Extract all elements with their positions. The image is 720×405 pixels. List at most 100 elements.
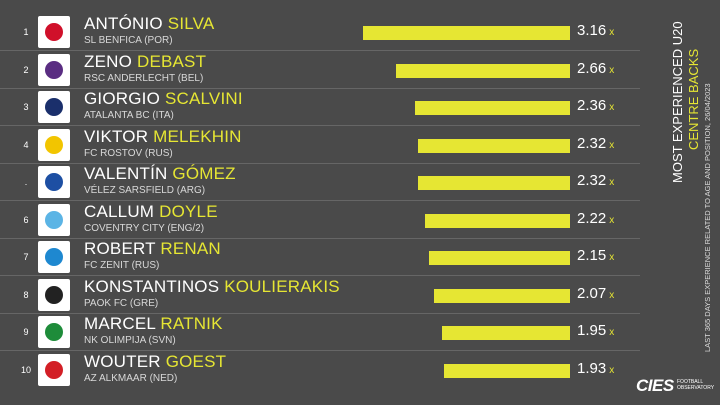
rank-number: 4	[23, 139, 29, 150]
cies-logo: CIES	[636, 376, 674, 395]
club-name: ATALANTA BC (ITA)	[84, 110, 174, 121]
row-divider	[0, 275, 640, 276]
value-bar	[442, 326, 570, 340]
club-logo-icon	[38, 128, 70, 161]
value-number: 1.95	[577, 322, 607, 339]
rank-number: 2	[23, 64, 29, 75]
club-crest-icon	[45, 323, 63, 341]
value-label: 2.22 x	[577, 210, 614, 227]
value-label: 2.32 x	[577, 172, 614, 189]
value-number: 2.15	[577, 247, 607, 264]
rank-number: 3	[23, 102, 29, 112]
player-last-name: RATNIK	[160, 314, 223, 333]
club-logo-icon	[38, 278, 70, 311]
value-unit: x	[609, 289, 615, 301]
club-name: RSC ANDERLECHT (BEL)	[84, 72, 204, 84]
value-unit: x	[609, 252, 615, 263]
player-name: GIORGIO SCALVINI	[84, 89, 243, 109]
rank-number: 6	[23, 214, 29, 225]
club-logo-icon	[38, 53, 70, 86]
club-logo-icon	[38, 241, 70, 273]
row-divider	[0, 50, 640, 51]
player-first-name: ZENO	[84, 51, 133, 71]
chart-title: MOST EXPERIENCED U20	[670, 21, 685, 183]
club-logo-icon	[38, 316, 70, 348]
club-logo-icon	[38, 203, 70, 236]
value-number: 1.93	[577, 359, 607, 377]
player-name: VALENTÍN GÓMEZ	[84, 164, 236, 184]
value-number: 2.36	[577, 97, 607, 114]
player-row: 8 KONSTANTINOS KOULIERAKIS PAOK FC (GRE) 2.…	[0, 277, 660, 312]
player-first-name: VALENTÍN	[84, 164, 168, 183]
value-bar	[429, 251, 570, 265]
value-label: 1.95 x	[577, 322, 614, 339]
player-first-name: VIKTOR	[84, 126, 149, 146]
row-divider	[0, 125, 640, 126]
value-unit: x	[609, 139, 615, 151]
value-bar	[418, 176, 570, 190]
player-first-name: CALLUM	[84, 201, 155, 221]
value-label: 2.15 x	[577, 247, 614, 264]
player-last-name: MELEKHIN	[153, 126, 242, 146]
club-name: PAOK FC (GRE)	[84, 297, 159, 309]
value-unit: x	[609, 64, 615, 76]
value-unit: x	[609, 364, 615, 376]
football-observatory-label: FOOTBALL OBSERVATORY	[677, 379, 717, 391]
rank-number: 7	[23, 252, 29, 262]
player-first-name: WOUTER	[84, 351, 161, 371]
player-row: 1 ANTÓNIO SILVA SL BENFICA (POR) 3.16 x	[0, 14, 660, 49]
player-row: 7 ROBERT RENAN FC ZENIT (RUS) 2.15 x	[0, 239, 660, 274]
value-number: 2.32	[577, 134, 607, 152]
club-crest-icon	[45, 135, 63, 154]
brand-tagline-2: OBSERVATORY	[677, 385, 715, 391]
club-logo-icon	[38, 91, 70, 123]
club-logo-icon	[38, 166, 70, 198]
club-logo-icon	[38, 16, 70, 48]
rank-number: 8	[23, 289, 29, 300]
player-first-name: MARCEL	[84, 314, 156, 333]
row-divider	[0, 350, 640, 351]
club-crest-icon	[45, 60, 63, 79]
chart-subtitle: CENTRE BACKS	[686, 48, 701, 150]
value-bar	[418, 138, 570, 153]
rank-number: 9	[23, 327, 29, 337]
chart-note: LAST 365 DAYS EXPERIENCE RELATED TO AGE …	[703, 83, 712, 352]
value-bar	[415, 101, 570, 115]
player-name: KONSTANTINOS KOULIERAKIS	[84, 277, 340, 297]
value-bar	[434, 288, 570, 303]
player-row: 4 VIKTOR MELEKHIN FC ROSTOV (RUS) 2.32 x	[0, 127, 660, 162]
club-crest-icon	[45, 210, 63, 229]
rank-number: .	[24, 177, 28, 187]
value-number: 3.16	[577, 22, 607, 39]
value-bar	[363, 26, 570, 40]
value-bar	[424, 213, 570, 228]
player-last-name: GOEST	[165, 351, 227, 371]
value-unit: x	[609, 327, 615, 338]
club-name: NK OLIMPIJA (SVN)	[84, 335, 176, 346]
player-last-name: SCALVINI	[164, 89, 243, 108]
club-crest-icon	[45, 285, 63, 304]
value-label: 2.07 x	[577, 285, 614, 302]
player-first-name: ANTÓNIO	[84, 14, 163, 33]
row-divider	[0, 87, 640, 89]
player-name: VIKTOR MELEKHIN	[84, 127, 242, 147]
player-name: ANTÓNIO SILVA	[84, 14, 214, 34]
value-label: 2.66 x	[577, 60, 614, 77]
value-number: 2.22	[577, 209, 607, 227]
club-name: AZ ALKMAAR (NED)	[84, 372, 178, 384]
player-last-name: DOYLE	[159, 201, 218, 221]
value-unit: x	[609, 177, 615, 188]
club-logo-icon	[38, 353, 70, 386]
player-row: 2 ZENO DEBAST RSC ANDERLECHT (BEL) 2.66 x	[0, 51, 660, 87]
value-unit: x	[609, 102, 615, 113]
player-last-name: GÓMEZ	[172, 164, 236, 183]
row-divider	[0, 200, 640, 201]
player-last-name: RENAN	[160, 239, 221, 258]
row-divider	[0, 312, 640, 314]
player-first-name: ROBERT	[84, 239, 156, 258]
club-crest-icon	[45, 23, 63, 41]
club-crest-icon	[45, 173, 63, 191]
player-row: 10 WOUTER GOEST AZ ALKMAAR (NED) 1.93 x	[0, 351, 660, 387]
value-number: 2.32	[577, 172, 607, 189]
value-label: 3.16 x	[577, 22, 614, 39]
